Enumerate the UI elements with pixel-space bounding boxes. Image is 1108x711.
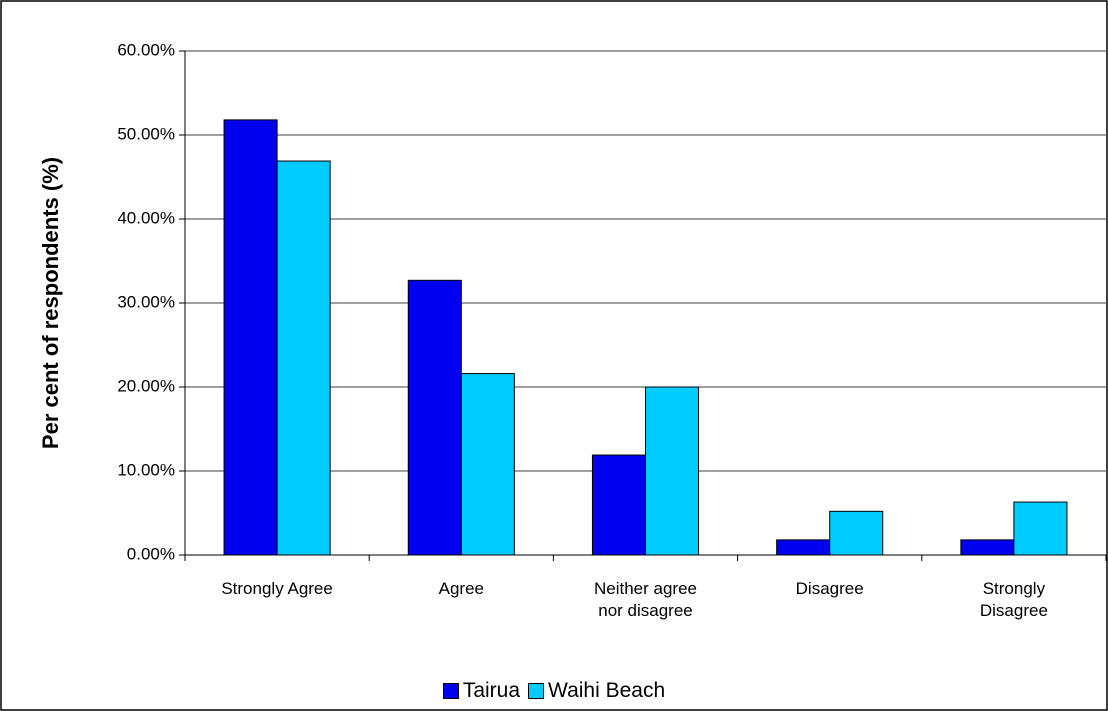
legend-item: Tairua: [442, 679, 521, 703]
legend-label: Tairua: [462, 679, 521, 702]
bar: [776, 539, 831, 556]
y-tick-label: 20.00%: [117, 376, 175, 395]
x-tick-label: Agree: [438, 579, 484, 598]
bar: [591, 454, 646, 556]
bar: [960, 539, 1015, 556]
bar: [407, 279, 462, 556]
y-tick-label: 10.00%: [117, 460, 175, 479]
y-tick-label: 0.00%: [127, 544, 175, 563]
y-axis-label: Per cent of respondents (%): [38, 157, 63, 449]
y-tick-label: 40.00%: [117, 208, 175, 227]
x-tick-label: Disagree: [795, 579, 864, 598]
x-tick-label: Strongly Disagree: [979, 579, 1048, 620]
bar: [645, 386, 700, 556]
y-tick-label: 30.00%: [117, 292, 175, 311]
legend-label: Waihi Beach: [548, 679, 666, 702]
x-tick-label: Strongly Agree: [221, 579, 333, 598]
bar: [276, 160, 331, 556]
bar: [1013, 501, 1068, 556]
bar: [460, 373, 515, 556]
bar: [829, 510, 884, 556]
bar: [223, 119, 278, 556]
legend-item: Waihi Beach: [528, 679, 665, 703]
legend-swatch: [442, 683, 459, 699]
y-tick-label: 60.00%: [117, 40, 175, 59]
legend-swatch: [528, 683, 545, 699]
legend: Tairua Waihi Beach: [0, 679, 1108, 703]
y-tick-label: 50.00%: [117, 124, 175, 143]
x-tick-label: Neither agree nor disagree: [593, 579, 697, 620]
